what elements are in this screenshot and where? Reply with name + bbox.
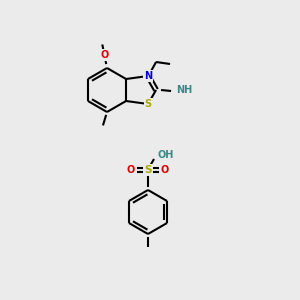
Text: O: O [100, 50, 109, 60]
Text: S: S [145, 99, 152, 109]
Text: N: N [144, 71, 152, 81]
Text: O: O [161, 165, 169, 175]
Text: S: S [144, 165, 152, 175]
Text: O: O [127, 165, 135, 175]
Text: OH: OH [157, 150, 173, 160]
Text: NH: NH [176, 85, 192, 95]
